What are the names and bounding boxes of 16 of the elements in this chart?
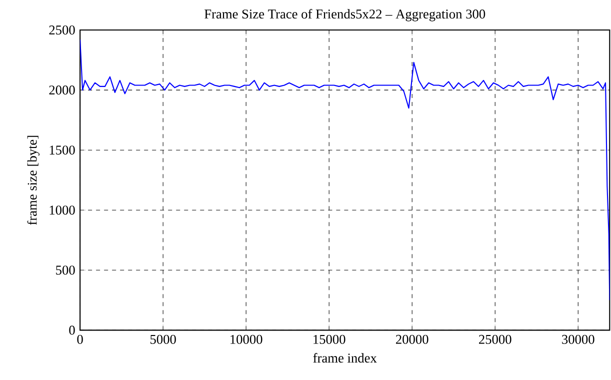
x-tick-label: 15000 [314,334,346,344]
x-tick-label: 0 [77,334,83,344]
y-axis-title: frame size [byte] [27,136,40,225]
x-tick-label: 25000 [479,334,512,344]
x-tick-label: 20000 [396,334,428,344]
x-tick-label: 10000 [230,334,262,344]
x-axis-title: frame index [313,352,377,362]
y-tick-label: 500 [56,266,75,275]
y-tick-label: 1500 [50,145,75,154]
x-tick-label: 30000 [562,334,594,344]
x-tick-label: 5000 [150,334,176,344]
chart-title: Frame Size Trace of Friends5x22 – Aggregation 300 [204,8,486,22]
y-tick-label: 2500 [49,25,75,34]
y-tick-label: 1000 [50,206,75,215]
y-tick-label: 2000 [49,85,75,94]
y-tick-label: 0 [69,326,75,335]
